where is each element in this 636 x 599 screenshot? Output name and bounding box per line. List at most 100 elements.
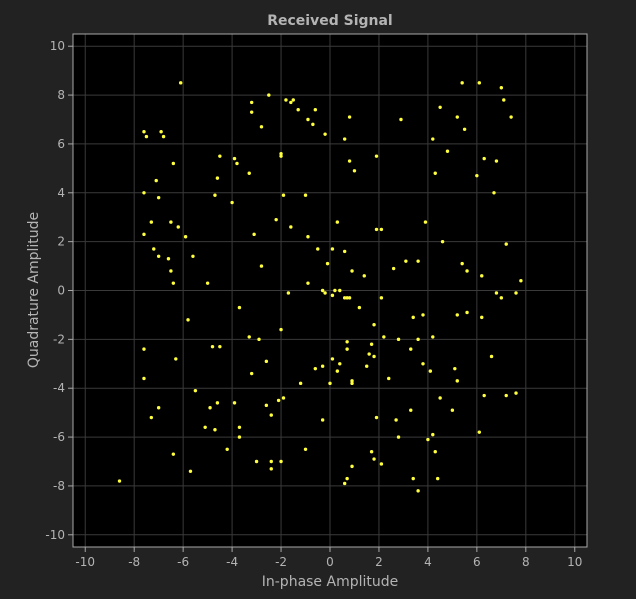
data-point [259, 264, 264, 268]
data-point [416, 259, 420, 263]
x-tick-label: 2 [375, 555, 383, 569]
data-point [311, 122, 315, 127]
y-tick-label: 0 [57, 284, 65, 298]
data-point [475, 173, 479, 178]
data-point [193, 388, 198, 393]
data-point [142, 130, 146, 134]
data-point [382, 335, 386, 339]
data-point [281, 396, 286, 400]
data-point [433, 450, 437, 454]
data-point [519, 279, 523, 283]
data-point [213, 428, 217, 432]
data-point [154, 178, 158, 183]
data-point [367, 352, 371, 356]
data-point [306, 281, 310, 285]
data-point [249, 371, 254, 376]
data-point [396, 435, 401, 439]
data-point [276, 398, 281, 403]
data-point [267, 93, 271, 97]
x-tick-label: -2 [275, 555, 287, 569]
data-point [409, 408, 413, 412]
data-point [286, 291, 291, 295]
data-point [433, 171, 437, 175]
data-point [338, 362, 342, 366]
data-point [499, 296, 504, 300]
data-point [215, 176, 220, 180]
data-point [462, 127, 467, 131]
data-point [345, 296, 349, 300]
data-point [269, 459, 273, 464]
data-point [399, 117, 403, 122]
data-point [218, 154, 222, 158]
data-point [152, 247, 156, 251]
data-point [350, 269, 354, 273]
data-point [320, 364, 325, 368]
data-point [232, 156, 237, 161]
data-point [210, 344, 215, 349]
data-point [477, 430, 482, 434]
data-point [169, 220, 173, 224]
data-point [247, 171, 251, 175]
data-point [269, 467, 273, 471]
data-point [379, 227, 384, 232]
data-point [489, 354, 494, 359]
data-point [374, 415, 379, 420]
data-point [423, 220, 428, 224]
data-point [502, 98, 506, 102]
data-point [411, 476, 415, 481]
data-point [455, 379, 459, 383]
data-point [176, 225, 180, 229]
data-point [440, 239, 445, 244]
data-point [333, 288, 337, 293]
data-point [460, 261, 464, 266]
data-point [264, 403, 269, 408]
data-point [161, 134, 166, 139]
data-point [249, 100, 254, 105]
data-point [435, 476, 440, 481]
data-point [514, 291, 518, 295]
data-point [279, 154, 283, 158]
y-tick-label: -2 [53, 332, 65, 346]
data-point [156, 195, 161, 200]
data-point [350, 379, 354, 383]
data-point [482, 393, 486, 398]
data-points [117, 81, 523, 493]
data-point [345, 476, 349, 481]
data-point [509, 115, 513, 119]
data-point [372, 457, 376, 461]
data-point [342, 249, 347, 254]
data-point [174, 357, 178, 361]
grid-lines [73, 34, 587, 547]
y-axis-ticks: -10 -8 -6 -4 -2 0 2 4 6 8 10 [45, 39, 73, 542]
data-point [494, 159, 499, 163]
data-point [345, 340, 349, 344]
data-point [237, 305, 242, 310]
data-point [374, 227, 379, 232]
data-point [350, 464, 354, 469]
data-point [323, 132, 327, 136]
data-point [426, 437, 430, 442]
data-point [313, 108, 318, 112]
x-tick-label: 10 [567, 555, 582, 569]
data-point [183, 235, 188, 239]
data-point [379, 462, 384, 466]
data-point [142, 347, 146, 351]
data-point [303, 193, 308, 197]
data-point [352, 169, 357, 173]
data-point [342, 481, 347, 486]
data-point [357, 305, 362, 310]
data-point [379, 296, 384, 300]
y-tick-label: 8 [57, 88, 65, 102]
data-point [142, 232, 146, 237]
x-tick-label: 8 [522, 555, 530, 569]
data-point [411, 315, 415, 320]
data-point [335, 220, 340, 224]
data-point [477, 81, 482, 85]
chart-title: Received Signal [267, 13, 393, 29]
data-point [306, 117, 310, 122]
data-point [298, 381, 303, 386]
data-point [264, 359, 269, 364]
data-point [269, 413, 273, 417]
data-point [281, 193, 286, 197]
data-point [142, 191, 146, 195]
